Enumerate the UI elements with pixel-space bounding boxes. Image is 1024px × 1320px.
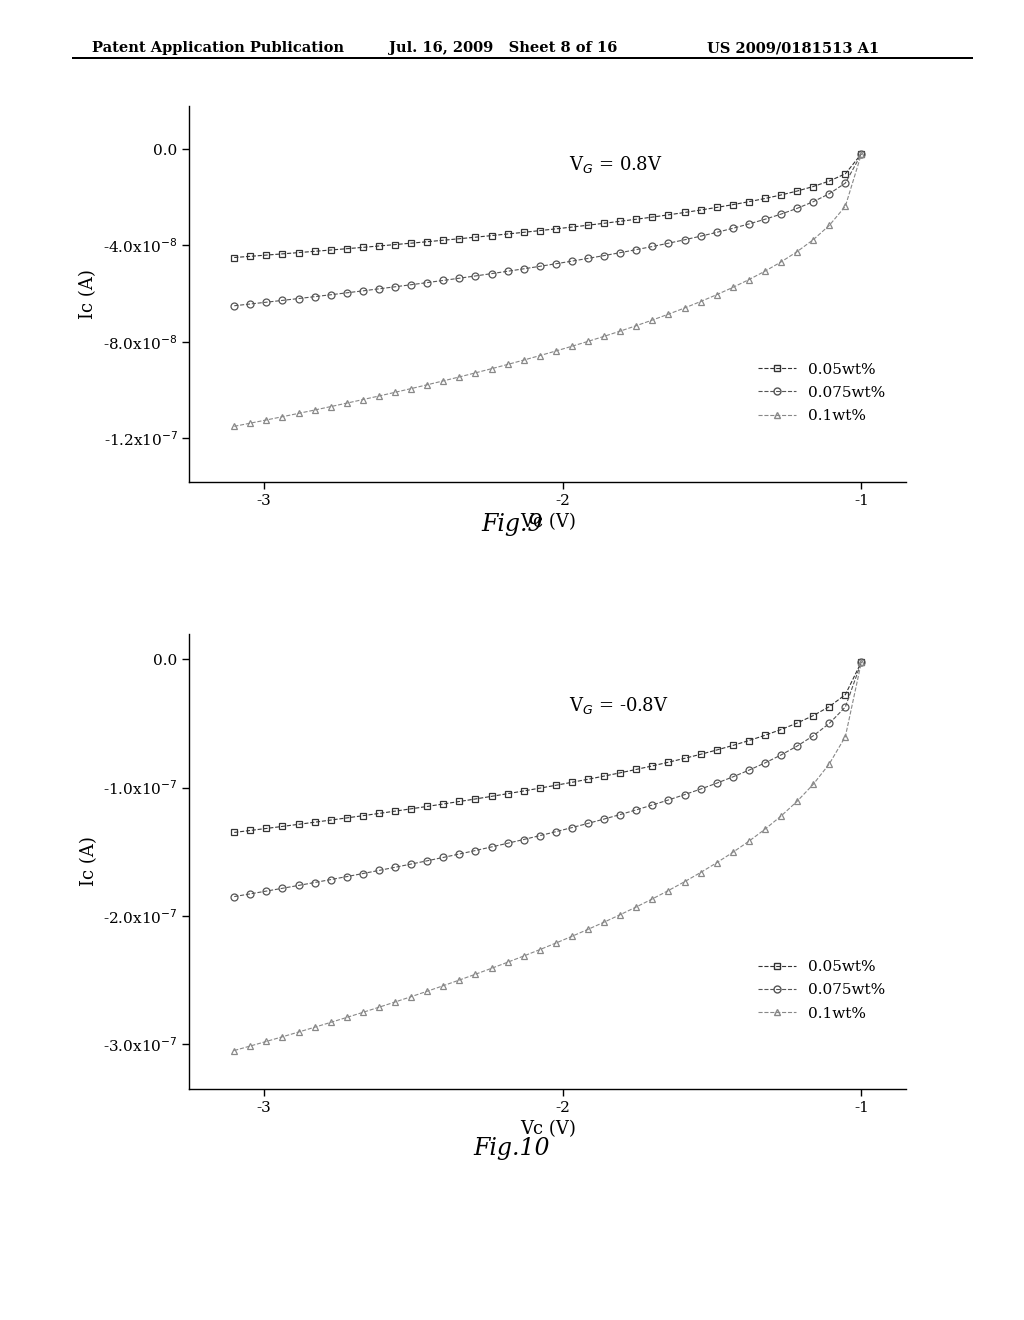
Text: Fig.10: Fig.10 [474,1137,550,1160]
Y-axis label: Ic (A): Ic (A) [80,269,97,318]
Y-axis label: Ic (A): Ic (A) [80,837,97,886]
Text: Fig.9: Fig.9 [481,512,543,536]
Text: Patent Application Publication: Patent Application Publication [92,41,344,55]
Text: US 2009/0181513 A1: US 2009/0181513 A1 [707,41,879,55]
Legend: 0.05wt%, 0.075wt%, 0.1wt%: 0.05wt%, 0.075wt%, 0.1wt% [752,954,892,1027]
Text: V$_{G}$ = 0.8V: V$_{G}$ = 0.8V [569,153,663,174]
X-axis label: Vc (V): Vc (V) [520,1121,575,1138]
Legend: 0.05wt%, 0.075wt%, 0.1wt%: 0.05wt%, 0.075wt%, 0.1wt% [752,356,892,429]
Text: V$_{G}$ = -0.8V: V$_{G}$ = -0.8V [569,696,669,715]
Text: Jul. 16, 2009   Sheet 8 of 16: Jul. 16, 2009 Sheet 8 of 16 [389,41,617,55]
X-axis label: Vc (V): Vc (V) [520,513,575,531]
